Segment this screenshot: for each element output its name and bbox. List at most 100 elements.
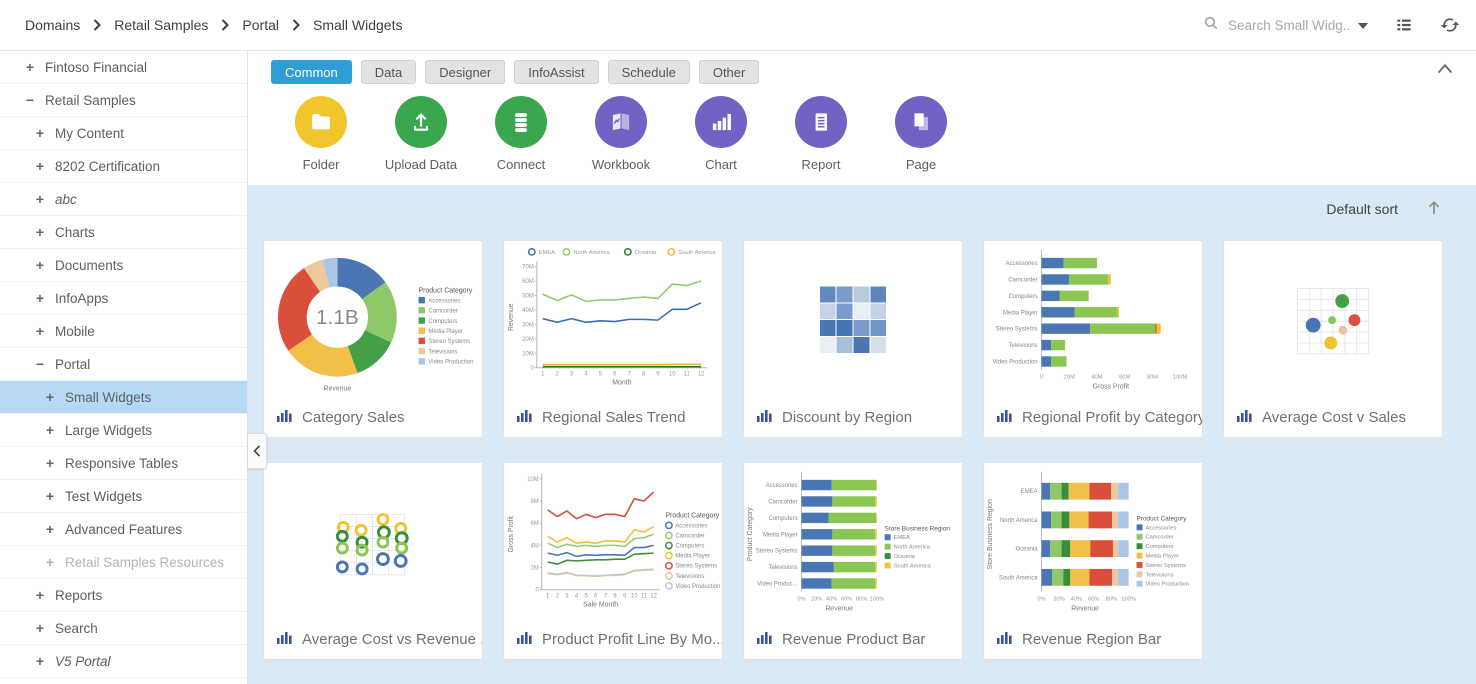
expand-icon[interactable]: +: [35, 620, 45, 636]
sidebar-item-advanced-features[interactable]: + Advanced Features: [0, 513, 247, 546]
expand-icon[interactable]: +: [35, 257, 45, 273]
expand-icon[interactable]: +: [45, 422, 55, 438]
expand-icon[interactable]: +: [35, 158, 45, 174]
sidebar-item-retail-samples[interactable]: − Retail Samples: [0, 84, 247, 117]
action-folder[interactable]: Folder: [271, 96, 371, 172]
svg-text:Store Business Region: Store Business Region: [987, 499, 994, 569]
breadcrumb-item-domains[interactable]: Domains: [25, 17, 81, 33]
refresh-icon[interactable]: [1440, 15, 1460, 35]
sort-direction-arrow-icon[interactable]: [1428, 200, 1440, 218]
widget-card-average-cost-vs-revenue[interactable]: Average Cost vs Revenue ...: [263, 462, 483, 660]
widget-card-discount-by-region[interactable]: Discount by Region: [743, 240, 963, 438]
sidebar-item-portal[interactable]: − Portal: [0, 348, 247, 381]
svg-text:Oceania: Oceania: [894, 554, 916, 560]
action-workbook[interactable]: Workbook: [571, 96, 671, 172]
dropdown-caret-icon[interactable]: [1358, 16, 1368, 34]
svg-text:80M: 80M: [1147, 375, 1158, 381]
widget-thumbnail: Accessories Camcorder Computers Media Playe…: [993, 249, 1188, 390]
sidebar-item-v5-portal[interactable]: + V5 Portal: [0, 645, 247, 678]
expand-icon[interactable]: +: [35, 653, 45, 669]
widget-card-regional-sales-trend[interactable]: 0 10M 20M 30M 40M 50M 60M 70M 1 2 3 4 5 6 7 8 9 10 11 12 Mon…: [503, 240, 723, 438]
bar-chart-icon: [277, 630, 292, 649]
tab-data[interactable]: Data: [360, 60, 417, 84]
widget-card-revenue-product-bar[interactable]: Accessories Camcorder Computers Media Playe…: [743, 462, 963, 660]
widget-title: Regional Profit by Category: [1022, 408, 1202, 426]
sidebar-item-charts[interactable]: + Charts: [0, 216, 247, 249]
svg-text:10: 10: [631, 594, 638, 600]
svg-text:1: 1: [546, 594, 549, 600]
sidebar-item-test-widgets[interactable]: + Test Widgets: [0, 480, 247, 513]
sidebar-item-reports[interactable]: + Reports: [0, 579, 247, 612]
breadcrumb-item-portal[interactable]: Portal: [242, 17, 279, 33]
svg-text:Accessories: Accessories: [1145, 525, 1176, 531]
action-report[interactable]: Report: [771, 96, 871, 172]
tab-common[interactable]: Common: [271, 60, 352, 84]
tab-bar: Common Data Designer InfoAssist Schedule Othe…: [271, 60, 1476, 84]
sidebar-item-small-widgets[interactable]: + Small Widgets: [0, 381, 247, 414]
collapse-icon[interactable]: −: [25, 92, 35, 108]
expand-icon[interactable]: +: [35, 290, 45, 306]
tab-schedule[interactable]: Schedule: [607, 60, 690, 84]
list-view-icon[interactable]: [1394, 15, 1414, 35]
tab-designer[interactable]: Designer: [425, 60, 506, 84]
svg-text:20M: 20M: [522, 337, 534, 343]
svg-text:6: 6: [613, 372, 617, 378]
svg-text:4: 4: [584, 372, 588, 378]
action-page[interactable]: Page: [871, 96, 971, 172]
action-connect[interactable]: Connect: [471, 96, 571, 172]
breadcrumb-item-retail-samples[interactable]: Retail Samples: [114, 17, 209, 33]
collapse-icon[interactable]: −: [35, 356, 45, 372]
sidebar-item-search[interactable]: + Search: [0, 612, 247, 645]
expand-icon[interactable]: +: [35, 323, 45, 339]
svg-text:Stereo Systems: Stereo Systems: [428, 339, 470, 345]
sidebar-item-label: Responsive Tables: [65, 455, 179, 471]
widget-card-revenue-region-bar[interactable]: EMEA North America Oceania South America 0% 2…: [983, 462, 1203, 660]
sidebar-item-my-content[interactable]: + My Content: [0, 117, 247, 150]
expand-icon[interactable]: +: [35, 224, 45, 240]
bar-chart-icon: [997, 408, 1012, 427]
sidebar-item-label: Large Widgets: [65, 422, 153, 438]
expand-icon[interactable]: +: [25, 59, 35, 75]
sidebar-item-infoapps[interactable]: + InfoApps: [0, 282, 247, 315]
expand-icon[interactable]: +: [45, 521, 55, 537]
svg-text:Camcorder: Camcorder: [1008, 277, 1037, 283]
sort-row: Default sort: [248, 185, 1476, 217]
sidebar-item-fintoso-financial[interactable]: + Fintoso Financial: [0, 51, 247, 84]
sidebar-item-abc[interactable]: + abc: [0, 183, 247, 216]
action-upload-data[interactable]: Upload Data: [371, 96, 471, 172]
widget-card-product-profit-line-by-mo[interactable]: 0 2M 4M 6M 8M 10M 1 2 3 4 5 6 7 8 9 10 11 12 Sale Month Gro…: [503, 462, 723, 660]
collapse-toolbar-chevron-up-icon[interactable]: [1434, 61, 1456, 80]
tab-other[interactable]: Other: [698, 60, 760, 84]
sort-selector[interactable]: Default sort: [1326, 200, 1398, 217]
widget-card-average-cost-v-sales[interactable]: Average Cost v Sales: [1223, 240, 1443, 438]
sidebar-item-8202-certification[interactable]: +8202 Certification: [0, 150, 247, 183]
expand-icon[interactable]: +: [45, 488, 55, 504]
svg-text:Computers: Computers: [1009, 294, 1038, 300]
search-input[interactable]: [1228, 17, 1350, 33]
expand-icon[interactable]: +: [45, 554, 55, 570]
tab-infoassist[interactable]: InfoAssist: [514, 60, 599, 84]
bar-chart-icon: [517, 408, 532, 427]
breadcrumb-item-small-widgets[interactable]: Small Widgets: [312, 17, 403, 33]
sidebar-item-label: Portal: [55, 356, 91, 372]
sidebar-item-retail-samples-resources[interactable]: + Retail Samples Resources: [0, 546, 247, 579]
sidebar-item-mobile[interactable]: + Mobile: [0, 315, 247, 348]
widget-card-regional-profit-by-category[interactable]: Accessories Camcorder Computers Media Playe…: [983, 240, 1203, 438]
page-icon: [895, 96, 947, 148]
search-box[interactable]: [1202, 14, 1368, 37]
expand-icon[interactable]: +: [35, 125, 45, 141]
expand-icon[interactable]: +: [45, 455, 55, 471]
expand-icon[interactable]: +: [35, 587, 45, 603]
expand-icon[interactable]: +: [35, 191, 45, 207]
action-chart[interactable]: Chart: [671, 96, 771, 172]
sidebar-collapse-handle[interactable]: [248, 433, 267, 469]
svg-text:Product Category: Product Category: [747, 507, 754, 561]
svg-text:60%: 60%: [1088, 597, 1099, 603]
sidebar-item-documents[interactable]: + Documents: [0, 249, 247, 282]
sidebar-item-large-widgets[interactable]: + Large Widgets: [0, 414, 247, 447]
widget-card-category-sales[interactable]: 1.1B Revenue Product Category Accessories Ca…: [263, 240, 483, 438]
svg-text:0%: 0%: [797, 597, 805, 603]
expand-icon[interactable]: +: [45, 389, 55, 405]
sidebar-item-responsive-tables[interactable]: + Responsive Tables: [0, 447, 247, 480]
sidebar-item-label: Mobile: [55, 323, 95, 339]
